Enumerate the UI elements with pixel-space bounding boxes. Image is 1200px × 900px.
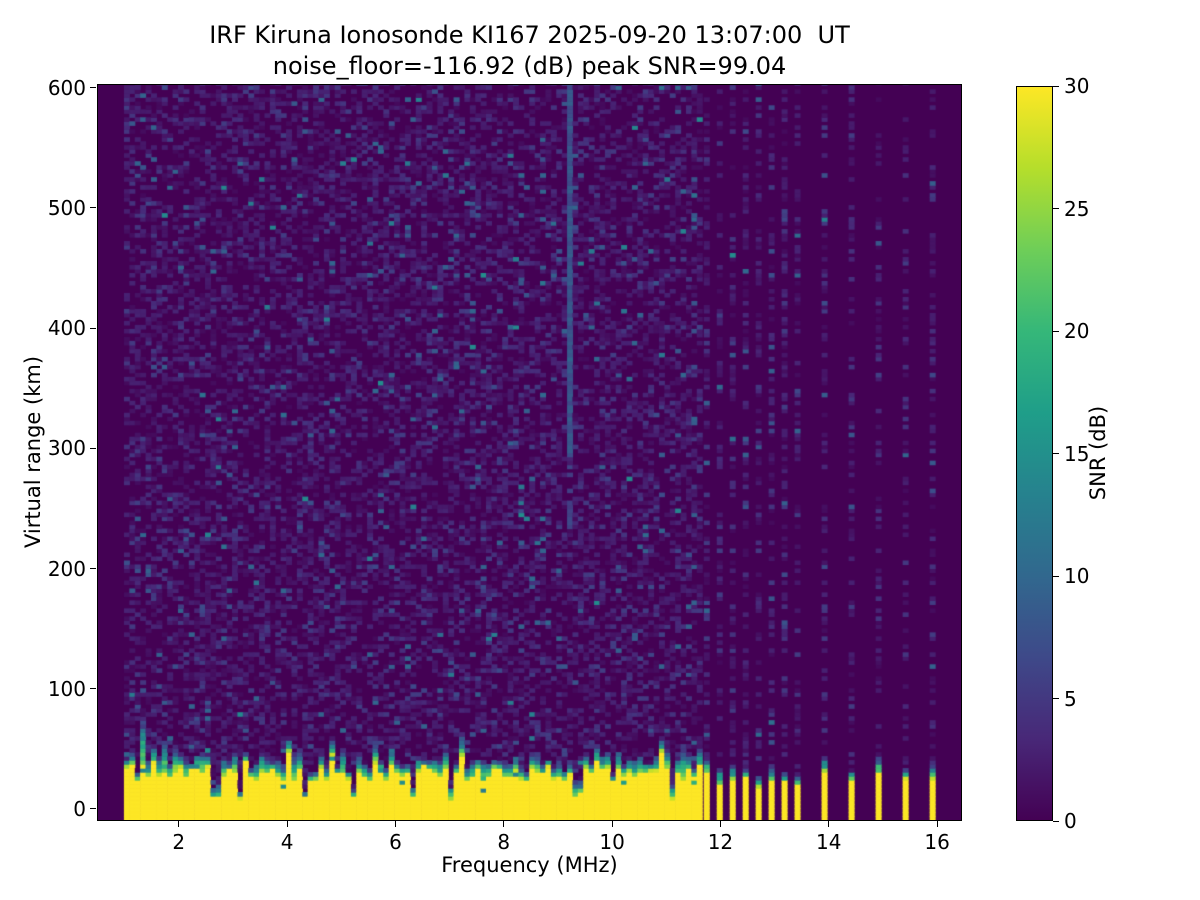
colorbar-tick-mark [1053,208,1059,209]
x-tick-label: 16 [924,830,950,854]
colorbar-tick-mark [1053,575,1059,577]
y-tick-mark [90,207,96,209]
y-tick-mark [90,568,96,570]
x-tick-mark [286,821,288,827]
colorbar-gradient [1017,87,1052,820]
y-tick-mark [90,808,96,810]
y-tick-label: 200 [47,556,86,581]
x-tick-label: 2 [172,830,186,854]
colorbar-tick-mark [1053,330,1059,332]
y-tick-mark [90,688,96,690]
colorbar-tick-label: 0 [1064,809,1077,833]
x-tick-mark [936,821,938,827]
x-tick-mark [503,821,505,827]
colorbar-tick-label: 30 [1064,74,1090,98]
y-tick-mark [90,447,96,449]
plot-subtitle: noise_floor=-116.92 (dB) peak SNR=99.04 [272,52,787,80]
colorbar-tick-mark [1053,820,1059,822]
x-tick-label: 6 [389,830,402,854]
colorbar-tick-mark [1053,453,1059,454]
x-tick-label: 10 [599,830,625,854]
x-tick-mark [611,821,613,827]
x-tick-label: 4 [280,830,294,854]
x-tick-label: 14 [816,830,842,854]
y-tick-label: 600 [47,75,86,100]
colorbar-tick-label: 5 [1064,686,1077,711]
colorbar-tick-label: 20 [1064,319,1090,343]
y-tick-label: 100 [47,676,86,701]
x-tick-label: 8 [497,830,511,854]
colorbar-tick-mark [1053,85,1059,87]
x-tick-mark [828,821,830,827]
ionogram-heatmap-canvas [98,85,961,820]
plot-area [97,84,962,821]
x-tick-mark [178,821,180,827]
colorbar-tick-label: 25 [1064,196,1090,221]
x-tick-label: 12 [707,830,734,854]
y-tick-label: 300 [47,436,86,461]
plot-title: IRF Kiruna Ionosonde KI167 2025-09-20 13… [209,21,850,49]
y-tick-label: 500 [47,195,86,220]
colorbar-tick-label: 15 [1064,441,1090,466]
x-tick-mark [394,821,396,827]
y-tick-label: 400 [47,316,86,341]
y-tick-label: 0 [73,796,86,821]
colorbar-tick-label: 10 [1064,564,1090,588]
y-tick-mark [90,87,96,89]
colorbar-tick-mark [1053,698,1059,699]
colorbar [1016,86,1053,821]
y-tick-mark [90,327,96,329]
x-tick-mark [719,821,721,827]
x-axis-label: Frequency (MHz) [441,853,618,877]
